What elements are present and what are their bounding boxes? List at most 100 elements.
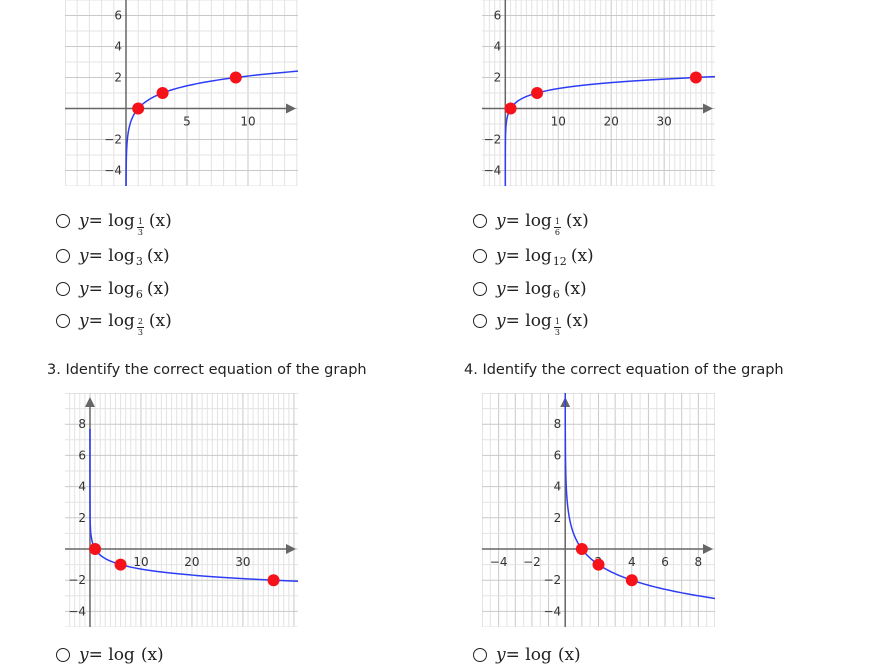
graph-3: 10 20 30 8 6 4 2 −2 −4	[65, 393, 298, 627]
point	[592, 558, 605, 571]
log-curve	[504, 75, 715, 186]
eq-log: = log	[505, 246, 552, 266]
eq-log: = log	[88, 210, 135, 231]
y-tick-label: −4	[104, 164, 122, 178]
radio-button[interactable]	[56, 313, 70, 328]
y-tick-label: −2	[68, 573, 86, 587]
y-tick-label: 2	[114, 71, 122, 85]
y-tick-label: 2	[554, 511, 562, 525]
answer-option[interactable]: y = log 2 3 (x)	[56, 310, 172, 338]
base-numerator: 1	[553, 317, 561, 328]
eq-log: = log	[505, 310, 552, 331]
x-tick-label: 10	[551, 115, 566, 129]
base-denominator: 3	[137, 328, 143, 337]
y-tick-label: 4	[494, 40, 502, 54]
point	[229, 71, 242, 84]
x-axis-arrow	[286, 103, 296, 114]
y-tick-label: −2	[484, 133, 502, 147]
y-tick-label: 6	[554, 448, 562, 462]
radio-button[interactable]	[56, 213, 70, 228]
eq-log: = log	[88, 645, 135, 665]
base: 6	[552, 287, 560, 301]
y-tick-label: 2	[78, 511, 86, 525]
base: 12	[552, 254, 567, 268]
eq-arg: (x)	[140, 645, 164, 665]
y-tick-label: 6	[494, 9, 502, 23]
y-tick-label: 8	[554, 417, 562, 431]
base: 3	[135, 254, 143, 268]
x-tick-label: −4	[490, 555, 508, 569]
answer-option[interactable]: y = log 12 (x)	[473, 246, 594, 268]
y-tick-label: −4	[68, 604, 86, 618]
answer-option[interactable]: y = log 1 3 (x)	[473, 310, 589, 338]
point	[625, 574, 638, 587]
eq-log: = log	[88, 246, 135, 266]
x-tick-label: 5	[183, 115, 191, 129]
answer-option[interactable]: y = log 3 (x)	[56, 246, 170, 268]
eq-y: y	[79, 310, 89, 331]
y-tick-label: 2	[494, 71, 502, 85]
y-tick-label: −4	[484, 164, 502, 178]
x-axis-arrow	[286, 544, 296, 554]
radio-button[interactable]	[56, 282, 70, 296]
graph-1: 5 10 6 4 2 −2 −4	[65, 0, 298, 186]
x-tick-label: 6	[661, 555, 669, 569]
answer-option[interactable]: y = log (x)	[473, 645, 581, 665]
x-tick-label: −2	[523, 555, 541, 569]
base-denominator: 3	[137, 228, 143, 237]
eq-log: = log	[505, 210, 552, 231]
y-tick-label: 6	[78, 448, 86, 462]
point	[89, 543, 102, 555]
point	[575, 543, 588, 555]
y-tick-label: −2	[104, 133, 122, 147]
eq-y: y	[79, 645, 89, 665]
equation: y = log 3 (x)	[79, 246, 170, 268]
equation: y = log 1 3 (x)	[79, 210, 172, 238]
y-tick-label: −2	[544, 573, 562, 587]
radio-button[interactable]	[473, 282, 487, 296]
base-numerator: 2	[136, 317, 144, 328]
base: 6	[135, 287, 143, 301]
eq-arg: (x)	[563, 279, 587, 299]
answer-option[interactable]: y = log 1 3 (x)	[56, 210, 172, 238]
eq-log: = log	[88, 310, 135, 331]
y-tick-label: −4	[544, 604, 562, 618]
point	[156, 87, 169, 99]
y-tick-label: 4	[78, 480, 86, 494]
graph-4: −4−224688642−2−4	[482, 393, 715, 627]
y-tick-label: 4	[114, 40, 122, 54]
x-axis-arrow	[703, 544, 713, 554]
base-denominator: 6	[554, 228, 560, 237]
answer-option[interactable]: y = log 1 6 (x)	[473, 210, 589, 237]
question-3-title: 3. Identify the correct equation of the …	[47, 362, 367, 378]
eq-y: y	[79, 279, 89, 299]
x-axis-arrow	[703, 103, 713, 114]
radio-button[interactable]	[56, 249, 70, 263]
eq-log: = log	[88, 279, 135, 299]
answer-option[interactable]: y = log 6 (x)	[56, 279, 170, 301]
equation: y = log 1 3 (x)	[496, 310, 589, 338]
eq-arg: (x)	[148, 210, 172, 231]
graph-2: 10 20 30 6 4 2 −2 −4	[482, 0, 715, 186]
equation: y = log 2 3 (x)	[79, 310, 172, 338]
x-tick-label: 4	[628, 555, 636, 569]
eq-y: y	[496, 210, 506, 231]
x-tick-label: 30	[235, 555, 250, 569]
radio-button[interactable]	[473, 313, 487, 328]
eq-arg: (x)	[146, 279, 170, 299]
base-numerator: 1	[553, 217, 561, 228]
equation: y = log 6 (x)	[79, 279, 170, 301]
answer-option[interactable]: y = log (x)	[56, 645, 164, 665]
radio-button[interactable]	[473, 249, 487, 263]
x-tick-label: 20	[604, 115, 619, 129]
radio-button[interactable]	[473, 213, 487, 228]
point	[132, 102, 145, 115]
eq-arg: (x)	[565, 210, 589, 231]
answer-option[interactable]: y = log 6 (x)	[473, 279, 587, 301]
base-denominator: 3	[554, 328, 560, 337]
point	[504, 102, 517, 115]
y-tick-label: 8	[78, 417, 86, 431]
